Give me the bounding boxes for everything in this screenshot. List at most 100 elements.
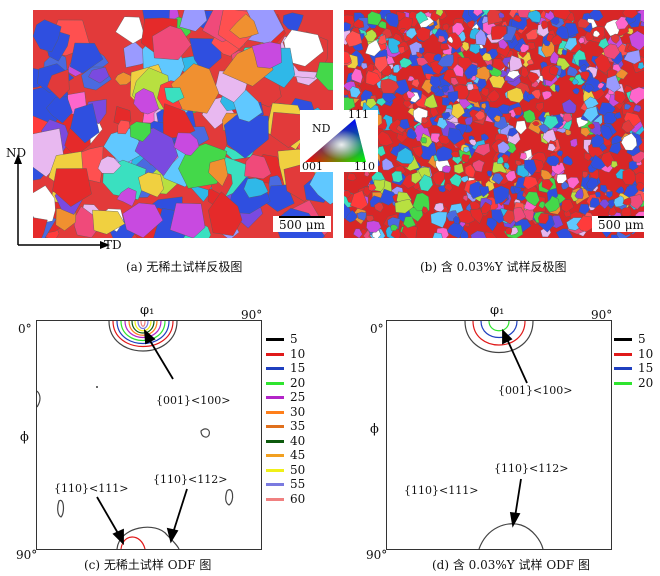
grain (463, 146, 471, 153)
ipf-label-111: 111 (348, 108, 369, 121)
grain (398, 46, 406, 55)
grain (366, 220, 382, 233)
grain (441, 111, 451, 120)
legend-swatch (614, 338, 632, 341)
grain (435, 146, 453, 162)
grain (432, 232, 443, 238)
grain (244, 154, 272, 180)
grain (450, 151, 460, 158)
grain (600, 124, 614, 141)
grain (602, 43, 621, 60)
legend-swatch (614, 367, 632, 370)
grain (561, 48, 568, 56)
grain (134, 127, 179, 177)
legend-label: 5 (638, 332, 646, 346)
grain (459, 175, 470, 183)
grain (520, 66, 530, 78)
grain (349, 86, 361, 99)
grain (620, 132, 638, 151)
grain (152, 25, 192, 61)
grain (391, 170, 403, 183)
grain (365, 98, 377, 109)
legend-label: 50 (290, 462, 306, 477)
odf-c-angle-90-top: 90° (241, 308, 263, 322)
grain (437, 184, 446, 193)
grain (497, 140, 511, 154)
odf-c-angle-0: 0° (18, 322, 32, 336)
grain (46, 68, 70, 100)
grain (469, 208, 484, 224)
grain (88, 66, 110, 84)
grain (466, 83, 474, 91)
ebsd-grains-a (33, 10, 333, 238)
grain (543, 10, 551, 14)
grain (475, 28, 487, 46)
legend-swatch (266, 468, 284, 472)
grain (411, 78, 420, 88)
grain (535, 102, 544, 112)
grain (614, 89, 627, 105)
legend-entry-45: 45 (266, 448, 326, 462)
grain (610, 33, 620, 44)
grain (377, 34, 387, 45)
caption-b: (b) 含 0.03%Y 试样反极图 (420, 260, 567, 274)
legend-swatch (266, 439, 284, 443)
grain (610, 160, 618, 169)
grain (541, 90, 553, 101)
grain (365, 70, 382, 86)
grain (390, 224, 399, 231)
grain (170, 63, 220, 114)
grain (433, 202, 445, 213)
grain (637, 61, 644, 70)
grain (527, 71, 540, 84)
grain (508, 108, 517, 119)
grain (506, 87, 525, 104)
grain (622, 197, 632, 206)
legend-label: 30 (290, 404, 306, 419)
grain (490, 25, 507, 41)
grain (531, 120, 540, 126)
legend-entry-10: 10 (614, 347, 660, 361)
grain (509, 55, 523, 72)
ebsd-map-b (344, 10, 644, 238)
grain (374, 55, 389, 74)
grain (33, 217, 48, 238)
grain (590, 134, 605, 148)
legend-entry-5: 5 (266, 332, 326, 346)
grain (474, 110, 486, 121)
grain (97, 155, 122, 174)
grain (394, 199, 414, 214)
grain (69, 42, 104, 74)
legend-swatch (266, 497, 284, 501)
grain (442, 165, 452, 174)
grain (123, 41, 149, 68)
grain (556, 174, 568, 184)
grain (243, 177, 269, 198)
grain (580, 127, 591, 138)
grain (356, 211, 367, 221)
legend-entry-50: 50 (266, 463, 326, 477)
grain (565, 129, 572, 136)
grain (543, 115, 559, 130)
grain (373, 202, 384, 213)
grain (594, 191, 601, 198)
grain (541, 20, 549, 30)
grain (579, 69, 590, 82)
grain (569, 138, 578, 148)
grain (621, 119, 635, 133)
grain (92, 209, 126, 235)
grain (420, 137, 427, 144)
odf-plot-d (386, 320, 612, 550)
grain (517, 10, 532, 18)
legend-label: 10 (638, 346, 654, 361)
odf-c-phi1-label: φ₁ (140, 303, 155, 318)
grain (344, 89, 349, 96)
legend-swatch (266, 352, 284, 356)
grain (485, 107, 504, 123)
grain (443, 183, 453, 192)
grain (480, 87, 490, 97)
grain (461, 153, 470, 164)
grain (496, 156, 505, 165)
legend-swatch (266, 396, 284, 399)
grain (507, 127, 519, 137)
